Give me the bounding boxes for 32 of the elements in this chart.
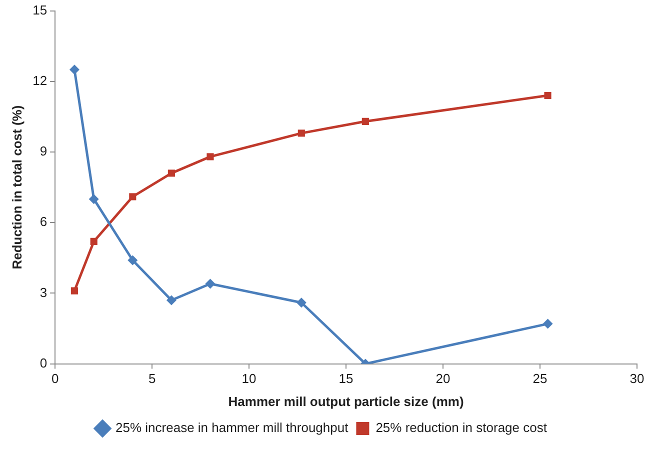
point (166, 295, 176, 306)
x-tick-label: 30 (630, 371, 644, 386)
point (298, 130, 305, 137)
x-tick-label: 25 (532, 371, 548, 386)
x-axis-title: Hammer mill output particle size (mm) (228, 394, 464, 409)
point (129, 193, 136, 200)
point (542, 318, 553, 329)
point (90, 238, 98, 245)
legend-label: 25% increase in hammer mill throughput (116, 420, 349, 436)
point (168, 170, 175, 177)
point (296, 298, 306, 308)
point (544, 92, 552, 100)
point (128, 255, 138, 266)
x-tick-label: 20 (436, 371, 450, 386)
x-tick-label: 15 (338, 371, 354, 386)
x-tick-label: 10 (242, 371, 256, 386)
y-tick-label: 15 (32, 2, 48, 18)
y-axis-title: Reduction in total cost (%) (9, 105, 24, 270)
legend-label: 25% reduction in storage cost (376, 420, 548, 436)
point (69, 64, 80, 75)
y-tick-label: 0 (40, 355, 48, 370)
x-tick-label: 0 (51, 371, 59, 386)
point (362, 118, 369, 125)
point (70, 287, 78, 294)
y-tick-label: 12 (32, 72, 48, 88)
y-tick-label: 6 (40, 214, 48, 230)
y-tick-label: 9 (40, 144, 48, 159)
point (206, 153, 214, 160)
point (205, 278, 216, 289)
x-tick-label: 5 (148, 371, 156, 386)
point (88, 194, 99, 204)
y-tick-label: 3 (40, 284, 48, 300)
